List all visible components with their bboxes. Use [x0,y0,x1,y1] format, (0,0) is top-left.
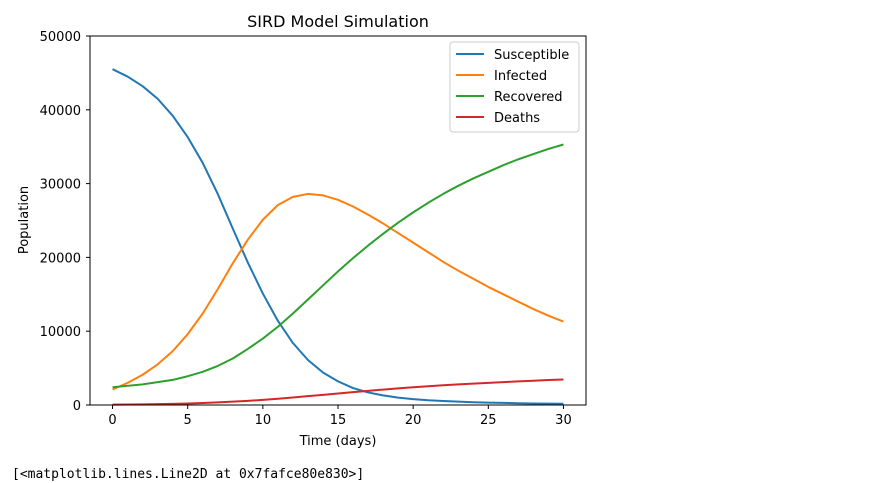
x-tick-label: 15 [330,413,347,428]
legend-label-deaths: Deaths [494,111,540,126]
y-tick-label: 10000 [40,325,81,340]
y-axis-label: Population [17,186,32,254]
plot-area [112,68,564,406]
series-line-deaths [112,378,564,406]
y-tick-label: 50000 [40,30,81,45]
series-line-susceptible [112,68,564,405]
y-tick-label: 0 [73,399,81,414]
x-axis-label: Time (days) [299,434,377,449]
legend-label-infected: Infected [494,69,547,84]
legend-label-recovered: Recovered [494,90,563,105]
x-tick-label: 25 [480,413,497,428]
legend-box [449,41,580,133]
x-tick-label: 30 [555,413,572,428]
cell-output-text: [<matplotlib.lines.Line2D at 0x7fafce80e… [12,467,365,482]
series-line-recovered [112,143,564,389]
x-tick-label: 10 [255,413,272,428]
legend: Susceptible Infected Recovered Deaths [449,41,580,133]
y-axis: 0 10000 20000 30000 40000 50000 [40,30,90,414]
y-tick-label: 20000 [40,251,81,266]
x-tick-label: 20 [405,413,422,428]
chart-title: SIRD Model Simulation [247,12,429,31]
y-tick-label: 40000 [40,104,81,119]
series-line-infected [112,192,564,391]
x-tick-label: 5 [184,413,192,428]
x-axis: 0 5 10 15 20 25 30 [108,405,572,428]
legend-label-susceptible: Susceptible [494,48,569,63]
x-tick-label: 0 [108,413,116,428]
y-tick-label: 30000 [40,178,81,193]
sird-chart: SIRD Model Simulation 0 5 10 15 20 25 30 0 1000… [17,12,587,449]
